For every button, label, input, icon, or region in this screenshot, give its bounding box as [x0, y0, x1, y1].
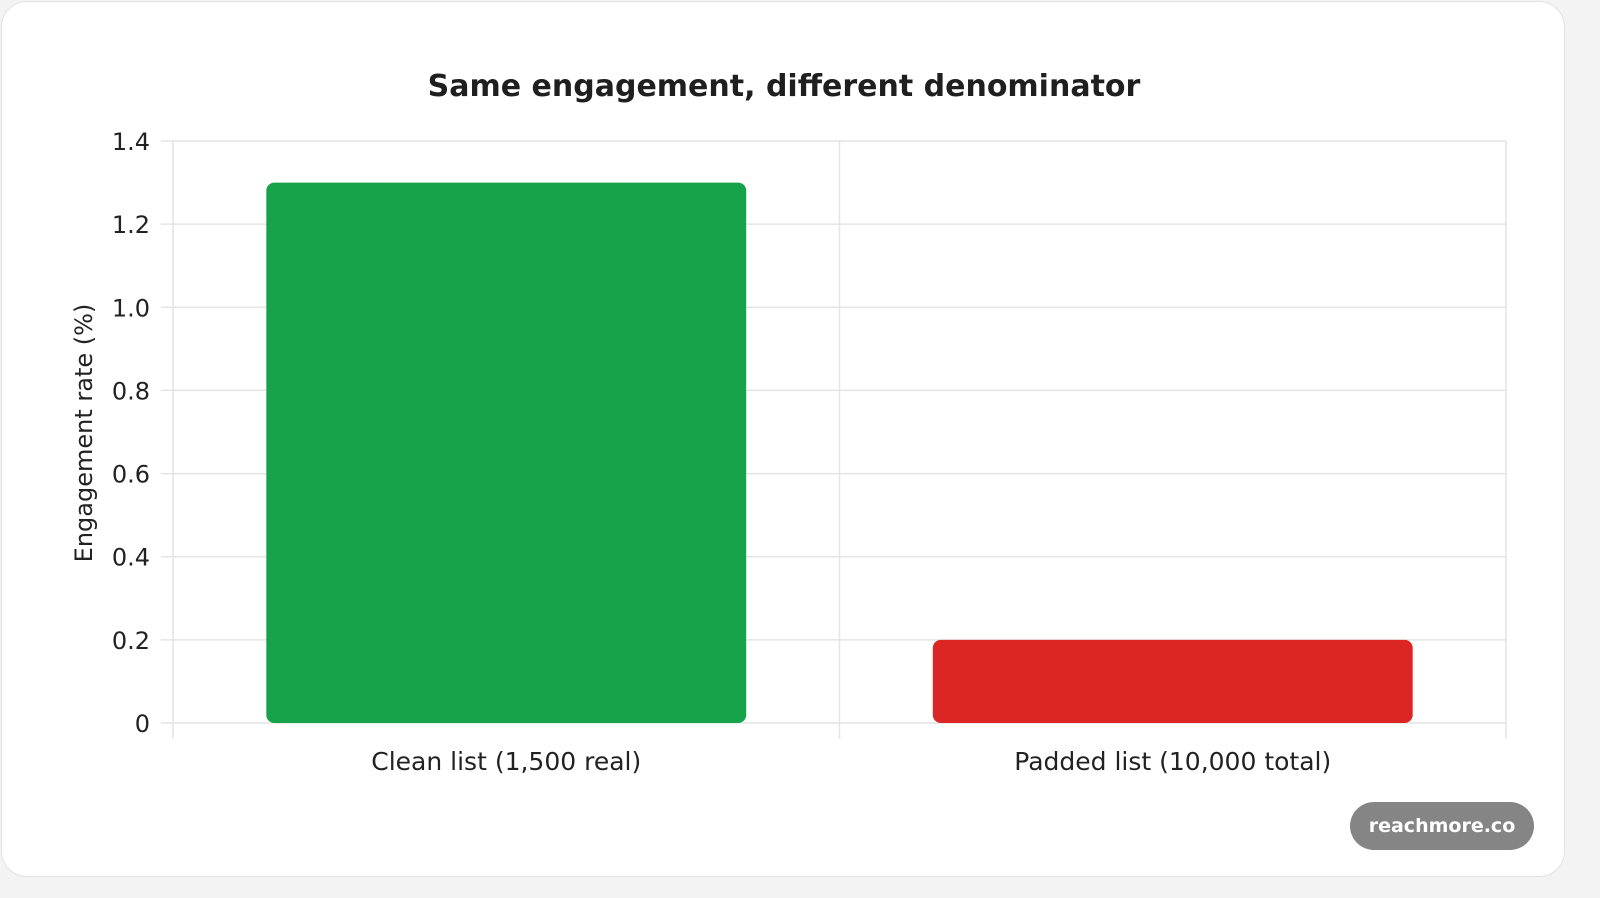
y-tick-label: 0.6 — [112, 461, 150, 489]
bars — [266, 182, 1413, 724]
y-tick-label: 0.2 — [112, 627, 150, 655]
bar-clean-list — [266, 182, 747, 724]
y-tick-label: 1.2 — [112, 211, 150, 239]
y-tick-label: 1.0 — [112, 294, 150, 322]
x-tick-label: Clean list (1,500 real) — [371, 747, 641, 776]
axis-ticks: 0 0.2 0.4 0.6 0.8 1.0 1.2 1.4 Clean list (1,500 … — [112, 128, 1331, 776]
y-tick-label: 1.4 — [112, 128, 150, 156]
y-tick-label: 0.8 — [112, 377, 150, 405]
x-tick-label: Padded list (10,000 total) — [1014, 747, 1331, 776]
bar-padded-list — [932, 639, 1413, 723]
chart-title: Same engagement, different denominator — [428, 69, 1141, 104]
watermark-badge: reachmore.co — [1350, 802, 1534, 850]
chart-card — [1, 1, 1565, 877]
y-tick-label: 0.4 — [112, 544, 150, 572]
y-tick-label: 0 — [135, 710, 150, 738]
y-axis-label: Engagement rate (%) — [70, 304, 98, 563]
